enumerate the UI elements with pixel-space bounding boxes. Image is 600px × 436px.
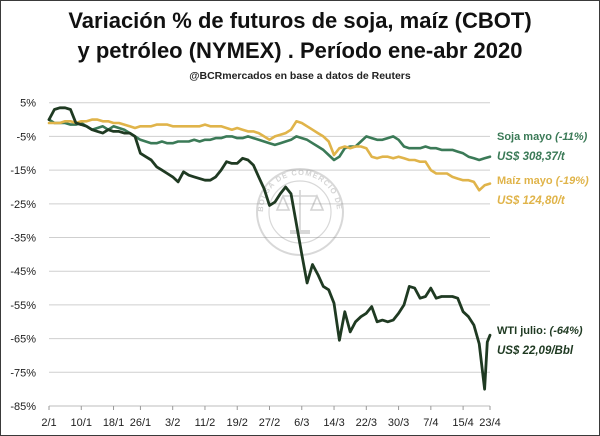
- y-tick-label: -55%: [10, 300, 36, 312]
- chart-title-line-1: Variación % de futuros de soja, maíz (CB…: [68, 8, 532, 33]
- series-label-name: Maíz mayo: [497, 175, 556, 187]
- x-tick-label: 26/1: [130, 417, 151, 429]
- x-tick-label: 7/4: [423, 417, 438, 429]
- x-tick-label: 27/2: [259, 417, 280, 429]
- axis-ticks: 5% -5% -15% -25% -35% -45% -55% -65% -75% -85% 2/1…: [10, 98, 500, 429]
- chart-title-line-2: y petróleo (NYMEX) . Período ene-abr 202…: [77, 38, 523, 63]
- x-tick-label: 19/2: [227, 417, 248, 429]
- x-tick-label: 3/2: [165, 417, 180, 429]
- gridlines: [49, 102, 490, 407]
- series-line-soja: [47, 118, 492, 162]
- y-tick-label: -45%: [10, 266, 36, 278]
- series-price-wti: US$ 22,09/Bbl: [497, 345, 574, 357]
- y-tick-label: -35%: [10, 233, 36, 245]
- x-tick-label: 2/1: [41, 417, 56, 429]
- series-label-pct: (-11%): [555, 131, 588, 143]
- y-tick-label: -75%: [10, 367, 36, 379]
- series-label-soja: Soja mayo (-11%): [497, 131, 588, 143]
- y-tick-label: 5%: [20, 98, 36, 110]
- y-tick-label: -65%: [10, 334, 36, 346]
- series-label-pct: (-64%): [550, 325, 583, 337]
- series-label-wti: WTI julio: (-64%): [497, 325, 583, 337]
- series-label-name: Soja mayo: [497, 131, 555, 143]
- series-label-name: WTI julio:: [497, 325, 550, 337]
- series-labels: Soja mayo (-11%) US$ 308,37/t Maíz mayo (-…: [497, 131, 589, 357]
- x-tick-label: 15/4: [452, 417, 473, 429]
- series-label-pct: (-19%): [556, 175, 589, 187]
- y-tick-label: -5%: [16, 131, 36, 143]
- x-tick-label: 6/3: [294, 417, 309, 429]
- x-tick-label: 18/1: [103, 417, 124, 429]
- series-price-soja: US$ 308,37/t: [497, 151, 566, 163]
- series-price-maiz: US$ 124,80/t: [497, 195, 566, 207]
- x-tick-label: 10/1: [71, 417, 92, 429]
- chart-subtitle: @BCRmercados en base a datos de Reuters: [189, 70, 411, 82]
- y-tick-label: -85%: [10, 401, 36, 413]
- x-tick-label: 22/3: [356, 417, 377, 429]
- x-tick-label: 23/4: [479, 417, 500, 429]
- series-label-maiz: Maíz mayo (-19%): [497, 175, 589, 187]
- series-layer: [47, 106, 492, 391]
- series-line-wti: [47, 106, 492, 391]
- y-tick-label: -25%: [10, 199, 36, 211]
- x-tick-label: 11/2: [195, 417, 216, 429]
- series-line-maiz: [47, 118, 492, 192]
- y-tick-label: -15%: [10, 165, 36, 177]
- x-tick-label: 14/3: [323, 417, 344, 429]
- x-tick-label: 30/3: [388, 417, 409, 429]
